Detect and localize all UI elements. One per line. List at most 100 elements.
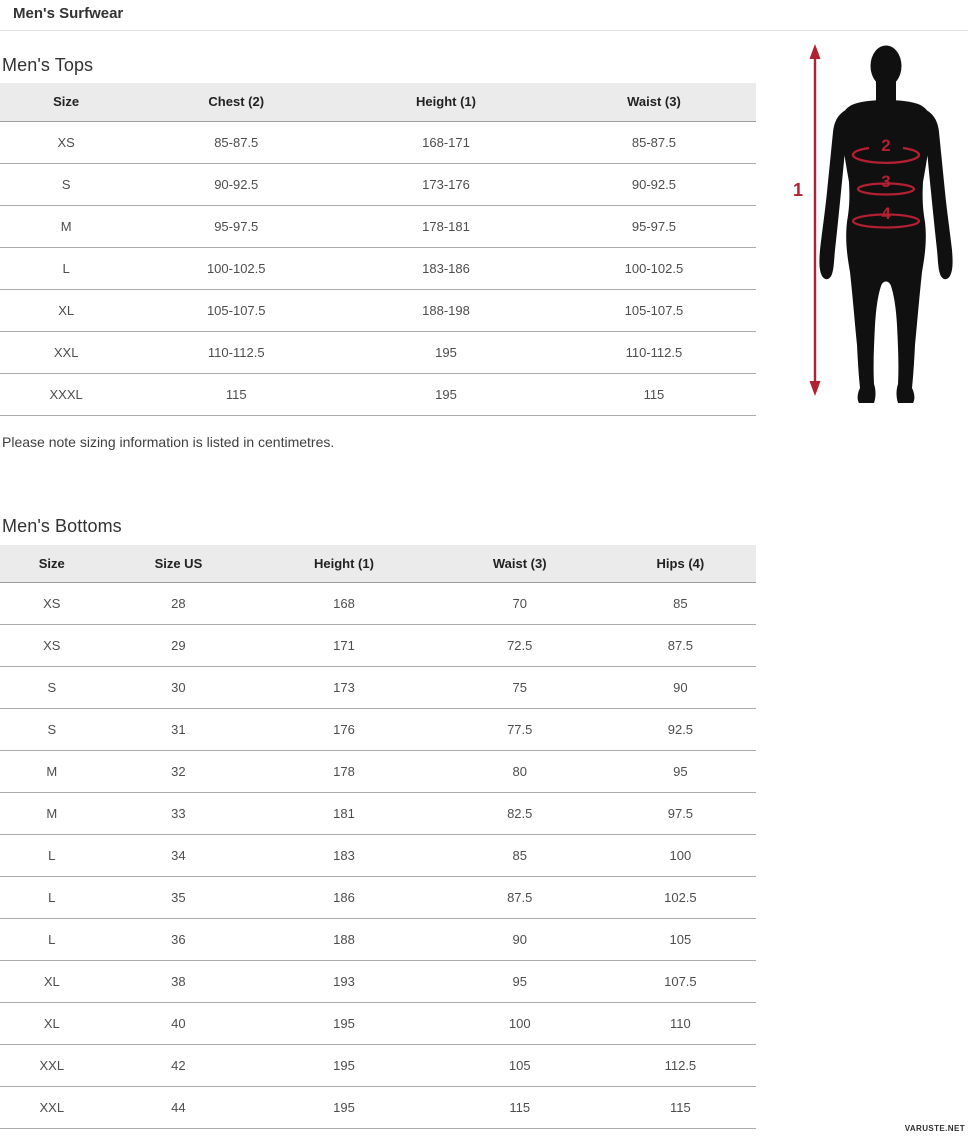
table-cell: S (0, 708, 104, 751)
table-row: XXL 110-112.5 195 110-112.5 (0, 331, 756, 374)
table-cell: 30 (103, 666, 254, 709)
table-cell: 186 (253, 876, 435, 919)
table-cell: 90-92.5 (132, 163, 341, 206)
table-row: M 32 178 80 95 (0, 750, 756, 793)
table-row: XS 29 171 72.5 87.5 (0, 624, 756, 667)
table-row: XL 105-107.5 188-198 105-107.5 (0, 289, 756, 332)
table-cell: 195 (253, 1002, 435, 1045)
table-cell: XS (0, 121, 133, 164)
table-row: S 30 173 75 90 (0, 666, 756, 709)
table-cell: 90-92.5 (551, 163, 756, 206)
column-header: Size US (103, 544, 254, 583)
table-cell: 87.5 (604, 624, 756, 667)
table-cell: L (0, 247, 133, 290)
table-cell: 35 (103, 876, 254, 919)
table-cell: 183-186 (340, 247, 552, 290)
table-cell: L (0, 876, 104, 919)
table-cell: 195 (253, 1044, 435, 1087)
column-header: Height (1) (340, 83, 552, 122)
table-cell: 115 (434, 1086, 605, 1129)
size-chart-content: Men's Tops Size Chest (2) Height (1) Waist … (0, 55, 756, 1129)
table-row: XL 38 193 95 107.5 (0, 960, 756, 1003)
table-cell: 110-112.5 (132, 331, 341, 374)
table-cell: 95 (434, 960, 605, 1003)
table-row: S 31 176 77.5 92.5 (0, 708, 756, 751)
table-cell: 44 (103, 1086, 254, 1129)
column-header: Size (0, 544, 104, 583)
table-cell: 95-97.5 (132, 205, 341, 248)
height-arrow-icon (809, 44, 821, 396)
chest-girth-arc-icon (851, 146, 921, 165)
silhouette-icon (819, 45, 953, 403)
table-cell: 85 (604, 582, 756, 625)
table-cell: 87.5 (434, 876, 605, 919)
table-cell: XS (0, 582, 104, 625)
table-cell: XXL (0, 331, 133, 374)
table-cell: 82.5 (434, 792, 605, 835)
table-cell: 183 (253, 834, 435, 877)
table-cell: 173 (253, 666, 435, 709)
table-row: L 100-102.5 183-186 100-102.5 (0, 247, 756, 290)
table-cell: 110-112.5 (551, 331, 756, 374)
table-cell: 100 (604, 834, 756, 877)
table-row: L 34 183 85 100 (0, 834, 756, 877)
table-cell: 178-181 (340, 205, 552, 248)
table-cell: 33 (103, 792, 254, 835)
table-cell: XXXL (0, 373, 133, 416)
table-cell: 92.5 (604, 708, 756, 751)
table-cell: 31 (103, 708, 254, 751)
column-header: Chest (2) (132, 83, 341, 122)
column-header: Hips (4) (604, 544, 756, 583)
table-header-row: Size Size US Height (1) Waist (3) Hips (4) (0, 544, 756, 583)
column-header: Height (1) (253, 544, 435, 583)
sizing-note: Please note sizing information is listed… (2, 433, 335, 450)
waist-girth-ellipse-icon (856, 182, 916, 196)
waist-label: 3 (881, 172, 890, 191)
table-cell: M (0, 205, 133, 248)
table-cell: 97.5 (604, 792, 756, 835)
table-cell: 105-107.5 (132, 289, 341, 332)
column-header: Size (0, 83, 133, 122)
watermark: VARUSTE.NET (904, 1124, 965, 1133)
table-cell: 40 (103, 1002, 254, 1045)
table-cell: 173-176 (340, 163, 552, 206)
table-cell: 100-102.5 (551, 247, 756, 290)
bottoms-section-heading: Men's Bottoms (2, 515, 122, 536)
table-cell: 72.5 (434, 624, 605, 667)
table-cell: 195 (340, 331, 552, 374)
page-title: Men's Surfwear (0, 0, 968, 31)
column-header: Waist (3) (434, 544, 605, 583)
table-cell: 102.5 (604, 876, 756, 919)
table-cell: XL (0, 1002, 104, 1045)
table-cell: 34 (103, 834, 254, 877)
table-row: XS 28 168 70 85 (0, 582, 756, 625)
table-cell: 115 (604, 1086, 756, 1129)
table-cell: 115 (551, 373, 756, 416)
table-cell: M (0, 792, 104, 835)
chest-label: 2 (881, 136, 890, 155)
table-cell: L (0, 918, 104, 961)
table-cell: 85-87.5 (551, 121, 756, 164)
table-cell: L (0, 834, 104, 877)
hips-label: 4 (881, 204, 891, 223)
table-cell: 168 (253, 582, 435, 625)
table-cell: S (0, 163, 133, 206)
table-row: XL 40 195 100 110 (0, 1002, 756, 1045)
table-cell: 171 (253, 624, 435, 667)
table-cell: 107.5 (604, 960, 756, 1003)
height-label: 1 (793, 180, 803, 200)
table-cell: 105 (434, 1044, 605, 1087)
table-cell: XL (0, 289, 133, 332)
table-cell: 188-198 (340, 289, 552, 332)
table-cell: 95 (604, 750, 756, 793)
table-cell: 195 (340, 373, 552, 416)
table-cell: 193 (253, 960, 435, 1003)
table-cell: 85 (434, 834, 605, 877)
table-cell: 28 (103, 582, 254, 625)
table-cell: 80 (434, 750, 605, 793)
table-row: L 36 188 90 105 (0, 918, 756, 961)
table-cell: 85-87.5 (132, 121, 341, 164)
table-cell: 42 (103, 1044, 254, 1087)
table-cell: XL (0, 960, 104, 1003)
table-row: XXL 42 195 105 112.5 (0, 1044, 756, 1087)
